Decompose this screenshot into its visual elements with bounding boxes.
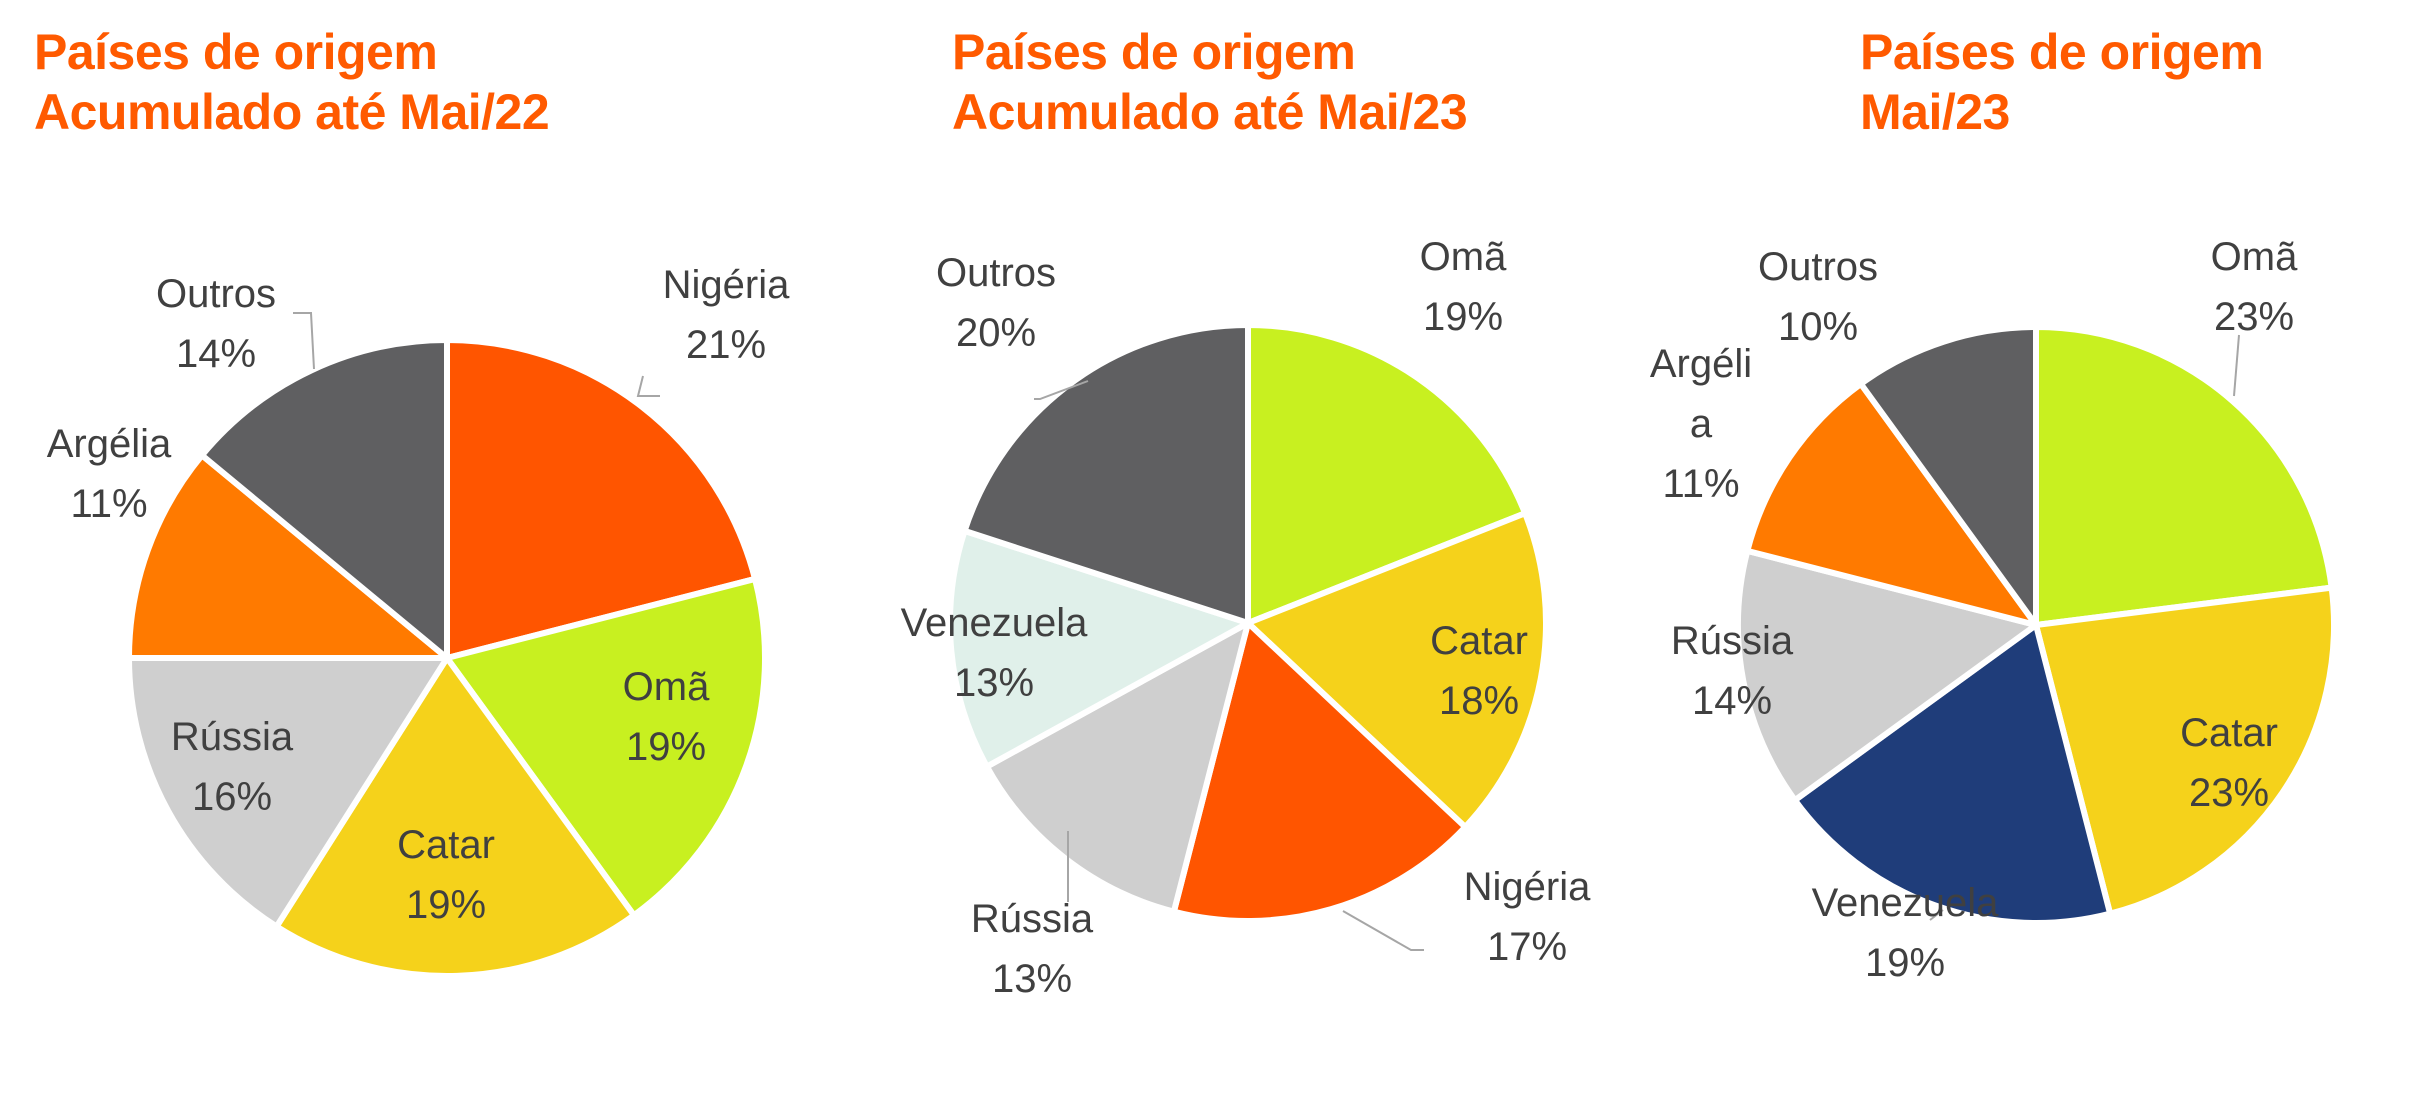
leader-line xyxy=(636,375,660,397)
leader-line xyxy=(1342,910,1424,951)
slice-percent: 21% xyxy=(686,323,766,367)
data-label-catar: Catar 18% xyxy=(1430,619,1528,723)
slice-percent: 14% xyxy=(176,332,256,376)
pie-chart-panel-2: Países de origem Acumulado até Mai/23 Om… xyxy=(806,0,1612,1104)
chart-title: Países de origem Acumulado até Mai/22 xyxy=(34,22,550,142)
chart-title-line-2: Acumulado até Mai/22 xyxy=(34,84,550,140)
slice-percent: 18% xyxy=(1439,679,1519,723)
pie-slice-russia xyxy=(126,655,450,930)
chart-title: Países de origem Acumulado até Mai/23 xyxy=(952,22,1468,142)
pie-slice-nigeria xyxy=(1170,620,1469,924)
pie-chart: Omã 23% Catar 23% Venezuela 19% Rússia 14% Argél… xyxy=(1650,235,2337,985)
data-label-venezuela: Venezuela 19% xyxy=(1812,881,2000,985)
leader-line xyxy=(293,312,315,370)
data-label-outros: Outros 20% xyxy=(936,251,1056,355)
data-label-nigeria: Nigéria 17% xyxy=(1464,865,1591,969)
slice-name: Omã xyxy=(1420,235,1507,279)
data-label-outros: Outros 14% xyxy=(156,272,276,376)
slice-name: Argélia xyxy=(47,422,172,466)
slice-name: Nigéria xyxy=(1464,865,1591,909)
slice-percent: 11% xyxy=(1662,462,1739,506)
data-label-russia: Rússia 16% xyxy=(171,715,294,819)
slice-percent: 19% xyxy=(1423,295,1503,339)
pie-slice-oma xyxy=(444,575,768,919)
data-label-argelia: Argéli a 11% xyxy=(1650,342,1752,506)
slice-name: Omã xyxy=(2211,235,2298,279)
pie-slice-catar xyxy=(1245,510,1549,830)
data-label-catar: Catar 19% xyxy=(397,823,495,927)
data-label-russia: Rússia 13% xyxy=(971,897,1094,1001)
data-label-catar: Catar 23% xyxy=(2180,711,2278,815)
pie-slice-argelia xyxy=(126,452,450,661)
pie-slice-oma xyxy=(2033,324,2335,628)
slice-percent: 13% xyxy=(954,661,1034,705)
slice-name: Venezuela xyxy=(901,601,1089,645)
slice-name: Outros xyxy=(1758,245,1878,289)
data-label-oma: Omã 19% xyxy=(623,665,710,769)
leader-line xyxy=(2233,334,2240,397)
data-label-argelia: Argélia 11% xyxy=(47,422,172,526)
slice-name: Catar xyxy=(2180,711,2278,755)
slice-name: Rússia xyxy=(1671,619,1794,663)
data-label-venezuela: Venezuela 13% xyxy=(901,601,1089,705)
pie-slice-venezuela xyxy=(1791,622,2114,926)
slice-percent: 11% xyxy=(70,482,147,526)
slice-name: Omã xyxy=(623,665,710,709)
slice-percent: 23% xyxy=(2214,295,2294,339)
slice-percent: 19% xyxy=(1865,941,1945,985)
pie-slice-outros xyxy=(1857,324,2039,628)
pie-slice-catar xyxy=(273,655,637,979)
pie-slice-catar xyxy=(2033,584,2337,917)
pie-chart: Omã 19%Catar 18%Nigéria 17%Rússia 13%Venezue… xyxy=(901,235,1592,1001)
pie-chart-panel-1: Países de origem Acumulado até Mai/22 Ni… xyxy=(0,0,806,1104)
pie-slice-oma xyxy=(1245,322,1529,626)
slice-percent: 14% xyxy=(1692,679,1772,723)
slice-percent: 17% xyxy=(1487,925,1567,969)
pie-chart-panel-3: Países de origem Mai/23 Omã 23% Catar 23% Ve… xyxy=(1612,0,2418,1104)
slice-name: Argéli xyxy=(1650,342,1752,386)
slice-name: Venezuela xyxy=(1812,881,2000,925)
slice-percent: 23% xyxy=(2189,771,2269,815)
slice-percent: 19% xyxy=(406,883,486,927)
slice-name: Nigéria xyxy=(663,263,790,307)
data-label-russia: Rússia 14% xyxy=(1671,619,1794,723)
pie-chart: Nigéria 21% Omã 19% Catar 19% Rússia 16% Argélia… xyxy=(47,263,790,979)
slice-name: Catar xyxy=(1430,619,1528,663)
pie-slice-russia xyxy=(983,620,1251,915)
chart-title-line-1: Países de origem xyxy=(1860,24,2264,80)
slice-name: Rússia xyxy=(171,715,294,759)
slice-percent: 10% xyxy=(1778,305,1858,349)
pie-slice-venezuela xyxy=(947,527,1251,770)
leader-line xyxy=(1929,909,1944,921)
slice-percent: 16% xyxy=(192,775,272,819)
pie-slice-argelia xyxy=(1744,380,2039,628)
data-label-nigeria: Nigéria 21% xyxy=(663,263,790,367)
leader-line xyxy=(1034,380,1089,400)
pie-slice-outros xyxy=(961,322,1251,626)
chart-title-line-1: Países de origem xyxy=(952,24,1356,80)
slice-name: a xyxy=(1690,402,1713,446)
slice-percent: 19% xyxy=(626,725,706,769)
slice-percent: 20% xyxy=(956,311,1036,355)
slice-percent: 13% xyxy=(992,957,1072,1001)
chart-title-line-1: Países de origem xyxy=(34,24,438,80)
pie-slice-nigeria xyxy=(444,337,759,661)
pie-slice-outros xyxy=(198,337,450,661)
slice-name: Outros xyxy=(156,272,276,316)
chart-title-line-2: Acumulado até Mai/23 xyxy=(952,84,1468,140)
chart-title: Países de origem Mai/23 xyxy=(1860,22,2264,142)
slice-name: Rússia xyxy=(971,897,1094,941)
slice-name: Catar xyxy=(397,823,495,867)
slice-name: Outros xyxy=(936,251,1056,295)
data-label-outros: Outros 10% xyxy=(1758,245,1878,349)
data-label-oma: Omã 19% xyxy=(1420,235,1507,339)
chart-title-line-2: Mai/23 xyxy=(1860,84,2010,140)
pie-slice-russia xyxy=(1735,547,2039,804)
data-label-oma: Omã 23% xyxy=(2211,235,2298,339)
